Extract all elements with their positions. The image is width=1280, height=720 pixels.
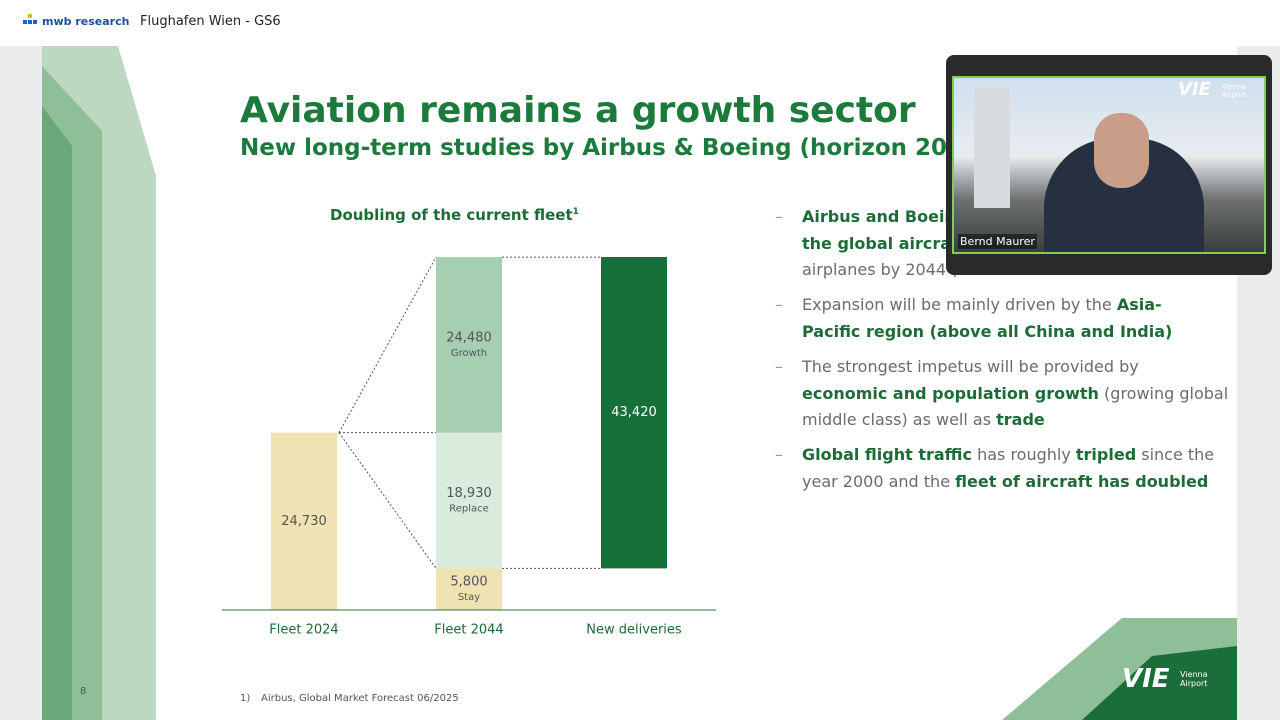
footnote-mark: 1) [240,693,251,704]
connector [338,256,437,433]
bullet-line: Pacific region (above all China and Indi… [802,322,1172,342]
segment-label: Stay [458,592,480,603]
video-logo-mark: VIE [1178,79,1211,100]
bullet-text: Asia- [1116,295,1162,314]
value-label: 18,930 [446,486,492,501]
meeting-title: Flughafen Wien - GS6 [140,14,281,29]
slide-decor [42,46,1237,720]
slide-subtitle: New long-term studies by Airbus & Boeing… [240,135,990,161]
slide-logo-text: Vienna Airport [1180,670,1208,688]
bullet-text: middle class) as well as [802,410,997,429]
bullet-text: trade [996,410,1045,429]
video-tile[interactable]: VIE Vienna Airport Bernd Maurer [946,55,1272,275]
top-bar: mwb research Flughafen Wien - GS6 [0,0,1280,46]
bar-segment [601,257,667,569]
chart-title: Doubling of the current fleet [330,206,573,224]
slide-title: Aviation remains a growth sector [240,90,916,131]
bullet-line: The strongest impetus will be provided b… [802,357,1139,377]
bar-segment [436,257,502,433]
bullet-text: Airbus and Boeing [802,207,968,226]
bullet-line: Airbus and Boeing [802,207,967,227]
bar-segment [436,432,502,569]
value-label: 5,800 [450,575,487,590]
bullet-dash: – [775,357,783,376]
bullet-text: tripled [1075,445,1137,464]
bullet-text: airplanes by 2044 ( [802,260,958,279]
x-tick-label: Fleet 2044 [434,623,503,638]
speaker-face [1094,113,1149,188]
bullet-text: Global flight traffic [802,445,972,464]
bullet-line: Global flight traffic has roughly triple… [802,445,1214,465]
bullet-text: Pacific region (above all China and Indi… [802,321,1173,341]
bullet-dash: – [775,295,783,314]
bullet-line: Expansion will be mainly driven by the A… [802,295,1162,315]
bullet-dash: – [775,207,783,226]
segment-label: Growth [451,348,487,359]
value-label: 24,730 [281,514,327,529]
brand-icon [23,14,37,24]
bullet-text: since the [1136,445,1215,464]
speaker-name: Bernd Maurer [958,234,1037,249]
connector [338,432,437,569]
bullet-text: Expansion will be mainly driven by the [802,295,1117,314]
page-number: 8 [80,686,87,697]
bullet-text: (growing global [1098,383,1229,403]
bar-segment [271,432,337,610]
bullet-text: fleet of aircraft has doubled [955,471,1209,491]
x-tick-label: Fleet 2024 [269,623,338,638]
bullet-line: airplanes by 2044 ( [802,260,957,280]
brand: mwb research [42,15,130,28]
bullet-line: middle class) as well as trade [802,410,1045,430]
value-label: 24,480 [446,330,492,345]
video-logo-text: Vienna Airport [1222,83,1247,99]
bullet-dash: – [775,445,783,464]
bullet-line: year 2000 and the fleet of aircraft has … [802,472,1208,492]
chart-title-note: 1 [572,207,579,217]
footnote: Airbus, Global Market Forecast 06/2025 [261,693,459,704]
bullet-text: economic and population growth [802,383,1099,403]
bullet-line: economic and population growth (growing … [802,384,1228,404]
bar-segment [436,568,502,610]
bullet-text: has roughly [971,445,1076,464]
slide-logo-mark: VIE [1122,664,1170,694]
bullet-text: The strongest impetus will be provided b… [802,357,1139,376]
video-feed [952,76,1266,254]
chart-title-wrap: Doubling of the current fleet1 [330,206,579,224]
bullet-text: year 2000 and the [802,471,956,491]
value-label: 43,420 [611,405,657,420]
segment-label: Replace [449,504,489,515]
x-tick-label: New deliveries [586,623,682,638]
tower [974,88,1010,208]
